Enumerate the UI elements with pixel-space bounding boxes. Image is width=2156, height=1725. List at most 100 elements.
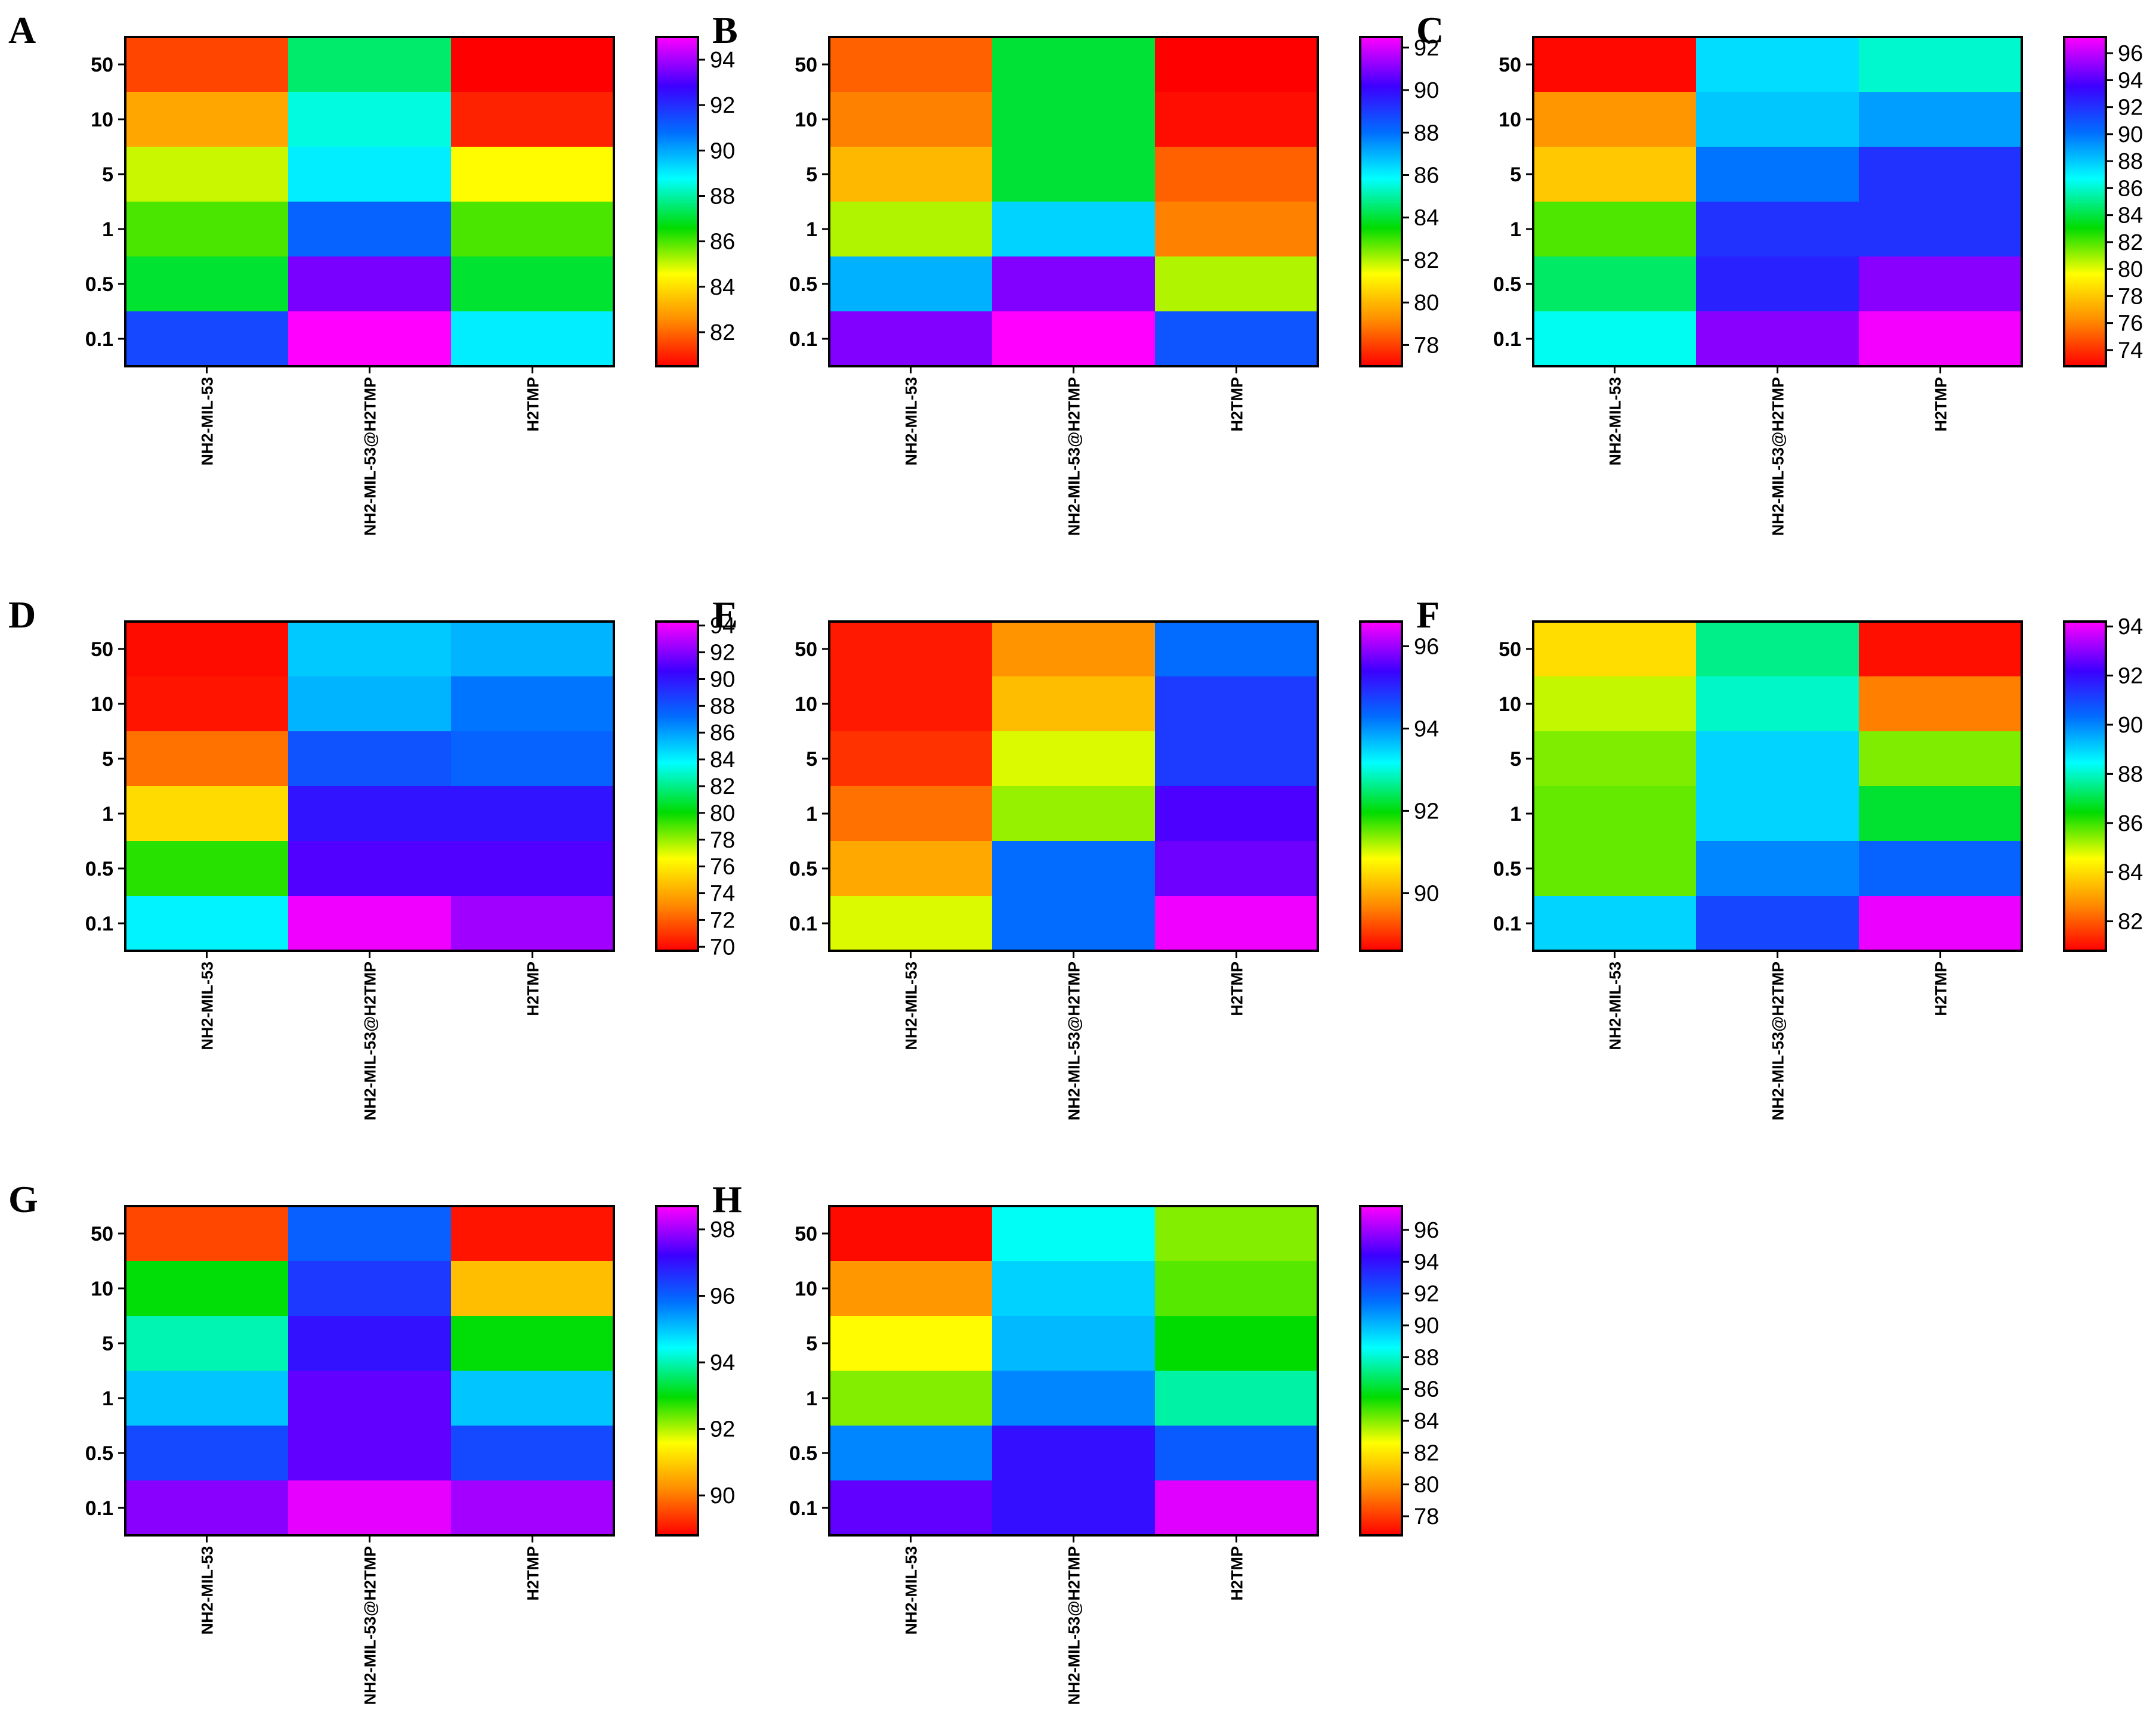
- colorbar-tick-label: 94: [2118, 614, 2143, 639]
- heatmap-cell: [992, 622, 1156, 677]
- heatmap-cell: [829, 1261, 993, 1316]
- heatmap-cell: [125, 1316, 289, 1371]
- column-label: NH2-MIL-53: [903, 962, 921, 1050]
- heatmap-cell: [125, 147, 289, 202]
- row-label: 10: [795, 109, 817, 131]
- panel-c: C 50 10 5 1 0.5 0.1 NH2-MIL-53 NH2-MIL-53@H2TMP H…: [1416, 9, 2143, 536]
- colorbar-tick-label: 94: [1414, 716, 1439, 741]
- row-label: 50: [795, 54, 817, 76]
- heatmap-cell: [1155, 147, 1318, 202]
- colorbar-tick-label: 84: [1414, 206, 1439, 231]
- heatmap-cell: [992, 311, 1156, 367]
- panel-a: A 50 10 5 1 0.5 0.1 NH2-MIL-53 NH2-MIL-53@H2TMP H…: [8, 9, 735, 536]
- colorbar-tick-label: 76: [2118, 311, 2143, 336]
- heatmap-cell: [1155, 256, 1318, 312]
- heatmap-cell: [1696, 841, 1860, 896]
- colorbar-tick-label: 82: [2118, 230, 2143, 255]
- colorbar-tick-label: 94: [1414, 1250, 1439, 1275]
- heatmap-cell: [125, 1371, 289, 1426]
- colorbar-tick-label: 86: [2118, 176, 2143, 201]
- row-label: 1: [102, 218, 113, 241]
- heatmap-cell: [829, 1206, 993, 1262]
- heatmap-cell: [451, 1316, 614, 1371]
- colorbar-tick-label: 90: [1414, 881, 1439, 906]
- heatmap-cell: [829, 147, 993, 202]
- heatmap-cell: [1155, 1426, 1318, 1481]
- heatmap-cell: [829, 256, 993, 312]
- panel-label: C: [1416, 9, 1444, 51]
- row-label: 0.5: [789, 273, 817, 296]
- heatmap-cell: [829, 1371, 993, 1426]
- heatmap-cell: [1533, 256, 1697, 312]
- panel-b: B 50 10 5 1 0.5 0.1 NH2-MIL-53 NH2-MIL-53@H2TMP H…: [712, 9, 1439, 536]
- heatmap-cell: [829, 676, 993, 732]
- row-label: 0.5: [85, 858, 113, 880]
- heatmap-cell: [829, 841, 993, 896]
- heatmap-cell: [829, 896, 993, 951]
- heatmap-cell: [1859, 37, 2022, 92]
- column-label: NH2-MIL-53: [1607, 962, 1624, 1050]
- row-label: 0.1: [1493, 328, 1521, 351]
- column-label: NH2-MIL-53: [199, 962, 217, 1050]
- heatmap-cell: [992, 147, 1156, 202]
- column-label: NH2-MIL-53@H2TMP: [362, 1546, 379, 1705]
- colorbar: [1359, 620, 1403, 952]
- heatmap-cell: [125, 92, 289, 147]
- heatmap-cell: [288, 1371, 452, 1426]
- row-label: 1: [806, 803, 817, 826]
- colorbar-tick-label: 92: [710, 641, 735, 666]
- heatmap-cell: [1859, 92, 2022, 147]
- row-label: 0.1: [789, 1497, 817, 1520]
- row-label: 0.1: [789, 328, 817, 351]
- row-label: 0.1: [85, 328, 113, 351]
- heatmap-cell: [451, 256, 614, 312]
- colorbar-tick-label: 74: [2118, 338, 2143, 363]
- colorbar-tick-label: 84: [710, 275, 735, 300]
- colorbar-tick-label: 80: [1414, 1473, 1439, 1498]
- row-label: 50: [91, 1223, 113, 1245]
- heatmap-cell: [451, 1480, 614, 1536]
- heatmap-cell: [1533, 731, 1697, 787]
- heatmap-cell: [288, 841, 452, 896]
- heatmap-cell: [451, 731, 614, 787]
- heatmap-cell: [992, 1426, 1156, 1481]
- heatmap-cell: [1696, 896, 1860, 951]
- colorbar-tick-label: 90: [1414, 1313, 1439, 1338]
- heatmap-cell: [1533, 622, 1697, 677]
- heatmap-cell: [1696, 311, 1860, 367]
- colorbar-tick-label: 78: [710, 828, 735, 853]
- row-label: 0.5: [789, 858, 817, 880]
- column-label: NH2-MIL-53: [1607, 377, 1624, 466]
- heatmap-cell: [125, 1480, 289, 1536]
- heatmap-cell: [1533, 841, 1697, 896]
- colorbar-tick-label: 92: [1414, 36, 1439, 61]
- heatmap-cell: [1155, 786, 1318, 842]
- colorbar-tick-label: 94: [710, 1350, 735, 1375]
- row-label: 50: [1499, 638, 1521, 661]
- heatmap-cell: [1155, 1480, 1318, 1536]
- panel-f: F 50 10 5 1 0.5 0.1 NH2-MIL-53 NH2-MIL-53@H2TMP H…: [1416, 593, 2143, 1120]
- row-label: 10: [795, 1278, 817, 1300]
- heatmap-cell: [1155, 1371, 1318, 1426]
- colorbar-tick-label: 78: [2118, 284, 2143, 309]
- heatmap-cell: [125, 896, 289, 951]
- row-label: 50: [1499, 54, 1521, 76]
- column-label: H2TMP: [524, 377, 542, 432]
- row-label: 50: [91, 638, 113, 661]
- heatmap-cell: [1155, 311, 1318, 367]
- heatmap-cell: [125, 37, 289, 92]
- row-label: 5: [806, 1333, 817, 1355]
- colorbar-tick-label: 86: [2118, 811, 2143, 836]
- heatmap-cell: [1155, 1316, 1318, 1371]
- colorbar-tick-label: 82: [2118, 910, 2143, 935]
- colorbar-tick-label: 96: [710, 1284, 735, 1309]
- colorbar: [2063, 36, 2107, 367]
- heatmap-cell: [451, 841, 614, 896]
- colorbar-tick-label: 88: [2118, 762, 2143, 787]
- row-label: 50: [91, 54, 113, 76]
- colorbar-tick-label: 88: [2118, 149, 2143, 174]
- row-label: 0.1: [1493, 913, 1521, 935]
- heatmap-cell: [288, 37, 452, 92]
- heatmap-cell: [288, 311, 452, 367]
- heatmap-cell: [451, 786, 614, 842]
